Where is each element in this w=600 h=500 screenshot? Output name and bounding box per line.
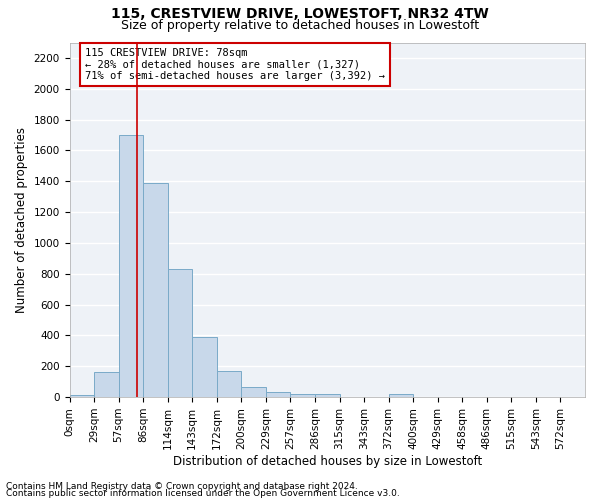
Bar (389, 394, 413, 397)
Bar (290, 394, 315, 397)
Y-axis label: Number of detached properties: Number of detached properties (15, 127, 28, 313)
Text: Size of property relative to detached houses in Lowestoft: Size of property relative to detached ho… (121, 19, 479, 32)
Bar (266, 392, 290, 397)
Bar (241, 387, 266, 397)
Bar (119, 135, 143, 397)
Bar (168, 269, 192, 397)
Text: 115, CRESTVIEW DRIVE, LOWESTOFT, NR32 4TW: 115, CRESTVIEW DRIVE, LOWESTOFT, NR32 4T… (111, 8, 489, 22)
Bar (143, 183, 168, 397)
Text: 115 CRESTVIEW DRIVE: 78sqm
← 28% of detached houses are smaller (1,327)
71% of s: 115 CRESTVIEW DRIVE: 78sqm ← 28% of deta… (85, 48, 385, 81)
Bar (70, 395, 94, 397)
Text: Contains HM Land Registry data © Crown copyright and database right 2024.: Contains HM Land Registry data © Crown c… (6, 482, 358, 491)
Text: Contains public sector information licensed under the Open Government Licence v3: Contains public sector information licen… (6, 490, 400, 498)
Bar (94, 372, 119, 397)
Bar (192, 337, 217, 397)
Bar (315, 394, 340, 397)
X-axis label: Distribution of detached houses by size in Lowestoft: Distribution of detached houses by size … (173, 454, 482, 468)
Bar (217, 371, 241, 397)
